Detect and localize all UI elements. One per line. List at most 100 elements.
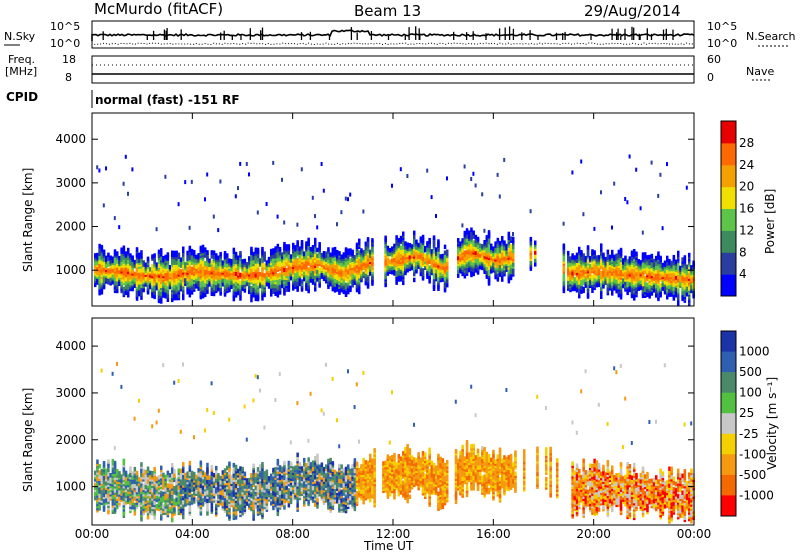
range-cell (105, 489, 108, 495)
colorbar-tick-label: 16 (739, 202, 754, 216)
range-cell (250, 256, 253, 261)
range-cell (303, 251, 306, 256)
range-cell (360, 248, 363, 253)
range-cell (248, 256, 251, 261)
range-cell (160, 248, 163, 253)
y-tick-label: 3000 (55, 176, 86, 190)
range-cell (305, 264, 308, 270)
range-cell (140, 254, 143, 259)
range-cell (571, 271, 574, 276)
range-cell (421, 260, 425, 265)
range-cell (250, 246, 253, 252)
range-cell (111, 256, 115, 261)
range-cell (349, 275, 352, 281)
colorbar-tick-label: 20 (739, 180, 754, 194)
range-cell (571, 170, 574, 175)
range-cell (613, 254, 616, 260)
range-cell (296, 257, 299, 263)
range-cell (578, 272, 581, 277)
range-cell (133, 416, 136, 421)
range-cell (617, 249, 621, 255)
range-cell (204, 292, 207, 298)
range-cell (107, 252, 110, 258)
range-cell (100, 268, 104, 273)
range-cell (289, 262, 293, 267)
range-cell (611, 249, 614, 255)
range-cell (432, 259, 436, 264)
range-cell (307, 284, 310, 290)
range-cell (155, 262, 159, 267)
range-cell (245, 268, 249, 273)
range-cell (314, 237, 317, 243)
range-cell (102, 203, 105, 208)
range-cell (261, 266, 264, 272)
range-cell (470, 260, 473, 266)
range-cell (287, 250, 291, 255)
range-cell (597, 255, 601, 260)
range-cell (94, 253, 97, 258)
range-cell (659, 263, 662, 269)
range-cell (569, 256, 572, 261)
range-cell (107, 278, 110, 283)
range-cell (340, 254, 343, 259)
range-cell (443, 268, 447, 273)
range-cell (567, 280, 570, 285)
range-cell (261, 296, 264, 301)
colorbar-tick-label: 24 (739, 158, 754, 172)
range-cell (635, 167, 638, 172)
range-cell (586, 292, 590, 297)
range-cell (208, 258, 211, 264)
range-cell (138, 477, 141, 482)
range-cell (688, 274, 691, 279)
range-cell (316, 225, 319, 230)
range-cell (534, 254, 537, 259)
freq-label: Freq. (8, 53, 36, 66)
range-cell (507, 259, 511, 264)
range-cell (316, 253, 319, 259)
colorbar-tick-label: 28 (739, 136, 754, 150)
range-cell (307, 279, 310, 284)
range-cell (206, 172, 209, 177)
range-cell (283, 241, 286, 247)
range-cell (243, 266, 247, 272)
range-cell (512, 232, 514, 236)
range-cell (144, 262, 148, 267)
range-cell (204, 247, 207, 252)
range-cell (597, 274, 601, 280)
range-cell (237, 186, 239, 191)
range-cell (463, 250, 467, 255)
range-cell (336, 263, 339, 269)
range-cell (681, 275, 684, 280)
range-cell (670, 260, 673, 266)
range-cell (593, 277, 596, 283)
range-cell (272, 248, 275, 253)
range-cell (166, 293, 170, 299)
range-cell (157, 475, 161, 480)
range-cell (316, 247, 319, 253)
range-cell (395, 256, 398, 262)
range-cell (102, 488, 106, 493)
range-cell (305, 255, 308, 260)
range-cell (336, 250, 339, 255)
range-cell (151, 277, 154, 283)
range-cell (118, 225, 121, 230)
colorbar-segment (721, 121, 736, 144)
range-cell (602, 252, 605, 258)
range-cell (113, 249, 117, 254)
range-cell (619, 285, 623, 290)
range-cell (474, 268, 478, 273)
range-cell (606, 263, 610, 268)
range-cell (127, 480, 130, 486)
range-cell (615, 253, 618, 258)
range-cell (263, 251, 266, 256)
range-cell (107, 467, 110, 473)
range-cell (562, 267, 566, 272)
range-cell (397, 237, 401, 243)
range-cell (281, 273, 284, 279)
range-cell (100, 368, 103, 373)
range-cell (421, 272, 425, 277)
nsearch-label: N.Search (746, 30, 796, 43)
range-cell (245, 262, 249, 267)
range-cell (124, 259, 128, 264)
colorbar-segment (721, 164, 736, 188)
